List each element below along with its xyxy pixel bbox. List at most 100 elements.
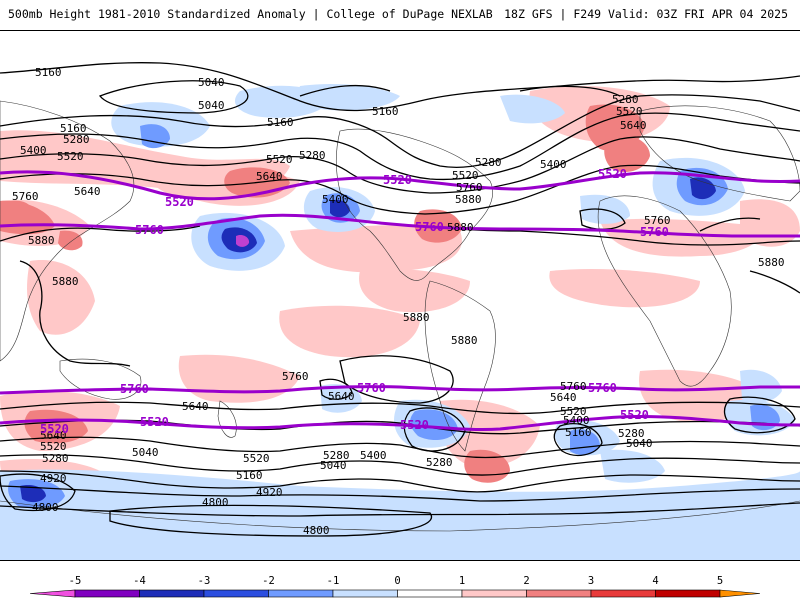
colorbar-tick-label: -4	[133, 575, 146, 587]
purple-label-5760: 5760	[357, 381, 386, 395]
contour-label: 4800	[303, 524, 330, 537]
anomaly-peak-magenta	[236, 234, 250, 247]
contour-label: 5160	[35, 66, 62, 79]
colorbar-tick-label: -2	[262, 575, 275, 587]
contour-label: 5040	[320, 459, 347, 472]
contour-label: 5640	[182, 400, 209, 413]
contour-label: 5760	[282, 370, 309, 383]
colorbar-tick-label: 1	[459, 575, 465, 587]
colorbar-segment	[461, 589, 527, 598]
contour-label: 5040	[198, 99, 225, 112]
colorbar-segment	[397, 589, 463, 598]
contour-label: 5640	[40, 429, 67, 442]
contour-label: 5520	[57, 150, 84, 163]
contour-label: 5760	[12, 190, 39, 203]
contour-label: 5880	[28, 234, 55, 247]
colorbar-segment	[719, 589, 761, 598]
colorbar-tick-label: -1	[327, 575, 340, 587]
contour-label: 5880	[52, 275, 79, 288]
contour-label: 4920	[256, 486, 283, 499]
contour-labels-north: 5160 5040 5040 5160 5160 5280 5400 5520 …	[12, 66, 785, 347]
contour-label: 4800	[32, 501, 59, 514]
map-panel: 5160 5040 5040 5160 5160 5280 5400 5520 …	[0, 30, 800, 561]
colorbar-tick-label: -5	[69, 575, 82, 587]
colorbar-segment	[74, 589, 140, 598]
contour-label: 5160	[267, 116, 294, 129]
colorbar-bar	[29, 589, 761, 598]
purple-label-5760: 5760	[640, 225, 669, 239]
contour-label: 5280	[323, 449, 350, 462]
contour-label: 5400	[20, 144, 47, 157]
contour-label: 5640	[620, 119, 647, 132]
colorbar-tick-labels: -5 -4 -3 -2 -1 0 1 2 3 4 5	[69, 575, 723, 587]
colorbar-tick-label: -3	[198, 575, 211, 587]
coastlines	[0, 100, 800, 532]
contour-label: 5520	[266, 153, 293, 166]
contour-label: 4800	[202, 496, 229, 509]
contour-label: 5520	[243, 452, 270, 465]
contour-label: 5040	[198, 76, 225, 89]
contour-label: 5880	[758, 256, 785, 269]
purple-label-5520: 5520	[383, 173, 412, 187]
purple-label-5520: 5520	[400, 418, 429, 432]
contour-label: 5160	[236, 469, 263, 482]
map-title: 500mb Height 1981-2010 Standardized Anom…	[8, 7, 493, 21]
contour-label: 5280	[618, 427, 645, 440]
purple-key-contours	[0, 170, 800, 432]
contour-label: 5400	[540, 158, 567, 171]
purple-label-5760: 5760	[135, 223, 164, 237]
contour-label: 5760	[644, 214, 671, 227]
colorbar-svg: -5 -4 -3 -2 -1 0 1 2 3 4 5	[29, 575, 761, 598]
contour-label: 5880	[455, 193, 482, 206]
contour-label: 4920	[40, 472, 67, 485]
model-valid-time: 18Z GFS | F249 Valid: 03Z FRI APR 04 202…	[504, 7, 788, 21]
purple-label-5520: 5520	[620, 408, 649, 422]
contour-label: 5640	[550, 391, 577, 404]
contour-label: 5640	[256, 170, 283, 183]
colorbar-segment	[526, 589, 592, 598]
contour-label: 5040	[626, 437, 653, 450]
contour-label: 5160	[60, 122, 87, 135]
contour-label: 5520	[40, 440, 67, 453]
contour-label: 5880	[447, 221, 474, 234]
contour-label: 5280	[426, 456, 453, 469]
anomaly-colorbar: -5 -4 -3 -2 -1 0 1 2 3 4 5	[0, 570, 800, 600]
contour-label: 5760	[560, 380, 587, 393]
contour-label: 5640	[328, 390, 355, 403]
purple-label-5520: 5520	[165, 195, 194, 209]
header: 500mb Height 1981-2010 Standardized Anom…	[0, 0, 800, 30]
colorbar-tick-label: 2	[523, 575, 529, 587]
purple-label-5760: 5760	[415, 220, 444, 234]
contour-label: 5160	[565, 426, 592, 439]
contour-label: 5280	[612, 93, 639, 106]
contour-label: 5040	[132, 446, 159, 459]
purple-label-5520: 5520	[40, 422, 69, 436]
colorbar-segment	[332, 589, 398, 598]
contour-label: 5520	[452, 169, 479, 182]
contour-label: 5880	[451, 334, 478, 347]
colorbar-tick-label: 4	[652, 575, 658, 587]
colorbar-segment	[139, 589, 205, 598]
colorbar-tick-label: 3	[588, 575, 594, 587]
purple-label-5760: 5760	[120, 382, 149, 396]
colorbar-segment	[268, 589, 334, 598]
contour-label: 5880	[403, 311, 430, 324]
contour-label: 5160	[372, 105, 399, 118]
colorbar-tick-label: 0	[394, 575, 400, 587]
contour-label: 5520	[560, 405, 587, 418]
colorbar-segment	[590, 589, 656, 598]
contour-labels-south: 5760 5640 5640 5520 5520 5400 5280 5280 …	[32, 370, 653, 537]
contour-label: 5400	[563, 414, 590, 427]
colorbar-tick-label: 5	[717, 575, 723, 587]
colorbar-segment	[203, 589, 269, 598]
contour-label: 5760	[456, 181, 483, 194]
purple-label-5520: 5520	[140, 415, 169, 429]
purple-label-5520: 5520	[598, 167, 627, 181]
contour-label: 5400	[322, 193, 349, 206]
contour-label: 5280	[475, 156, 502, 169]
purple-contour-labels: 5520 5520 5520 5760 5760 5760 5760 5760 …	[40, 167, 669, 436]
map-svg: 5160 5040 5040 5160 5160 5280 5400 5520 …	[0, 62, 800, 560]
contour-label: 5280	[63, 133, 90, 146]
purple-label-5760: 5760	[588, 381, 617, 395]
contour-label: 5520	[616, 105, 643, 118]
